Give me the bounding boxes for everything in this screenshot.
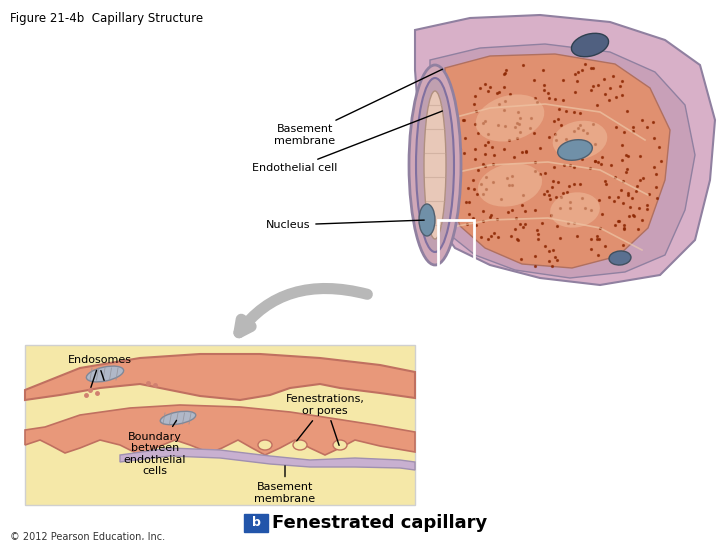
Ellipse shape bbox=[333, 440, 347, 450]
Text: b: b bbox=[251, 516, 261, 530]
Text: Figure 21-4b  Capillary Structure: Figure 21-4b Capillary Structure bbox=[10, 12, 203, 25]
Ellipse shape bbox=[258, 440, 272, 450]
Ellipse shape bbox=[553, 120, 607, 159]
Text: Endothelial cell: Endothelial cell bbox=[252, 111, 442, 173]
Polygon shape bbox=[25, 405, 415, 455]
Bar bbox=[25, 345, 415, 505]
Bar bbox=[438, 220, 474, 272]
Polygon shape bbox=[430, 44, 695, 278]
Ellipse shape bbox=[572, 33, 608, 57]
Polygon shape bbox=[120, 448, 415, 470]
Text: Fenestrations,
or pores: Fenestrations, or pores bbox=[286, 394, 364, 441]
Text: Basement
membrane: Basement membrane bbox=[254, 466, 315, 504]
Ellipse shape bbox=[424, 91, 446, 239]
Ellipse shape bbox=[86, 366, 124, 382]
Ellipse shape bbox=[161, 411, 196, 424]
Text: Boundary
between
endothelial
cells: Boundary between endothelial cells bbox=[124, 420, 186, 476]
Ellipse shape bbox=[478, 164, 542, 207]
FancyBboxPatch shape bbox=[244, 514, 268, 532]
Polygon shape bbox=[415, 15, 715, 285]
Text: Nucleus: Nucleus bbox=[266, 220, 424, 230]
Ellipse shape bbox=[550, 192, 600, 228]
Ellipse shape bbox=[409, 65, 461, 265]
Text: Basement
membrane: Basement membrane bbox=[274, 69, 443, 146]
Ellipse shape bbox=[416, 78, 454, 252]
Ellipse shape bbox=[609, 251, 631, 265]
Ellipse shape bbox=[419, 204, 435, 236]
Polygon shape bbox=[25, 354, 415, 400]
Text: Fenestrated capillary: Fenestrated capillary bbox=[272, 514, 487, 532]
Text: Endosomes: Endosomes bbox=[68, 355, 132, 387]
Ellipse shape bbox=[558, 140, 593, 160]
Ellipse shape bbox=[293, 440, 307, 450]
Polygon shape bbox=[442, 54, 670, 268]
Ellipse shape bbox=[476, 94, 544, 141]
Text: © 2012 Pearson Education, Inc.: © 2012 Pearson Education, Inc. bbox=[10, 532, 165, 540]
